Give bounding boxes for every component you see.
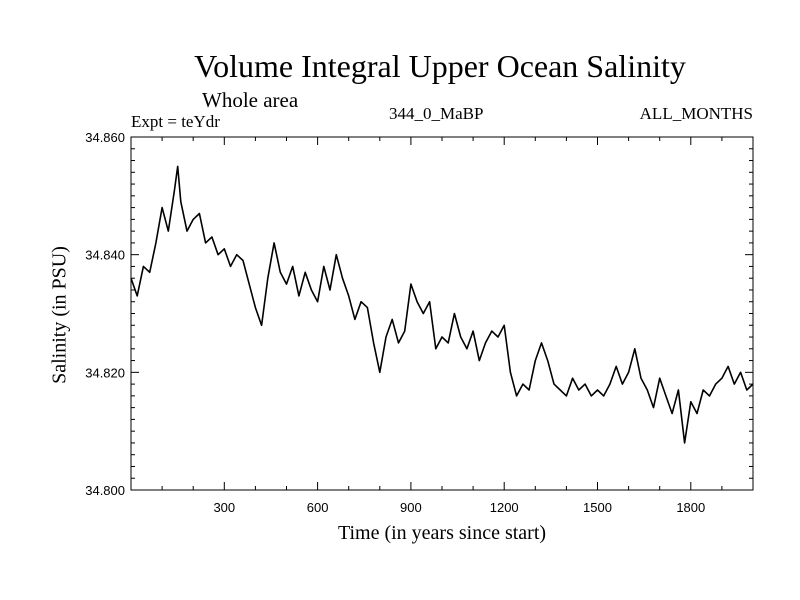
chart-subtitle: Whole area (202, 88, 299, 112)
x-tick-label: 1800 (676, 500, 705, 515)
x-axis-label: Time (in years since start) (337, 522, 547, 544)
y-tick-label: 34.800 (85, 483, 125, 498)
x-tick-label: 300 (213, 500, 235, 515)
plot-frame (130, 136, 754, 491)
y-tick-label: 34.840 (85, 248, 125, 263)
series-line-salinity (130, 165, 754, 444)
x-tick-label: 600 (307, 500, 329, 515)
y-tick-label: 34.860 (85, 130, 125, 145)
x-tick-label: 1500 (583, 500, 612, 515)
run-id-label: 344_0_MaBP (389, 104, 484, 123)
chart-title: Volume Integral Upper Ocean Salinity (194, 48, 686, 84)
x-tick-label: 900 (400, 500, 422, 515)
experiment-label: Expt = teYdr (131, 112, 220, 131)
x-tick-label: 1200 (490, 500, 519, 515)
y-tick-label: 34.820 (85, 365, 125, 380)
months-label: ALL_MONTHS (639, 104, 753, 123)
